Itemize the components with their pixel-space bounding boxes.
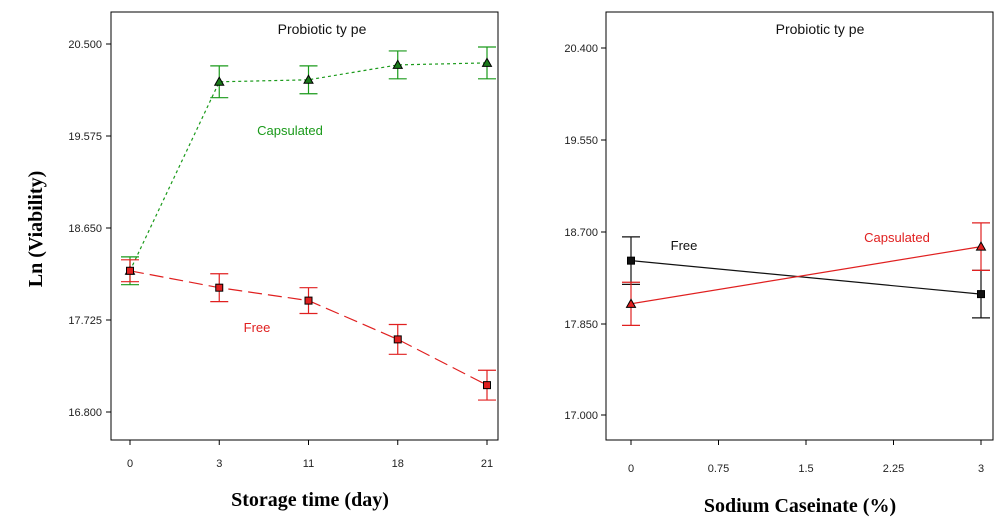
plot-frame: [605, 11, 994, 441]
sodium-caseinate-panel: Probiotic ty pe Sodium Caseinate (%) 20.…: [564, 11, 994, 517]
data-point: [393, 335, 402, 344]
data-point: [392, 59, 404, 69]
y-axis-label: Ln (Viability): [25, 171, 47, 288]
series-layer: Free Capsulated: [622, 222, 990, 327]
series-line: [129, 62, 488, 272]
panel-title: Probiotic ty pe: [278, 21, 367, 37]
x-tick-label: 18: [392, 458, 404, 470]
data-point: [625, 298, 637, 308]
data-point: [483, 381, 491, 390]
y-tick-label: 17.850: [564, 319, 598, 331]
series-layer: Capsulated Free: [121, 46, 496, 401]
x-tick-label: 2.25: [883, 463, 904, 475]
data-point: [213, 76, 225, 86]
x-tick-label: 0.75: [708, 463, 729, 475]
y-tick-label: 17.000: [564, 410, 598, 422]
series-label: Free: [671, 238, 698, 253]
data-point: [215, 283, 224, 292]
x-ticks: 0 3 11 18 21: [127, 440, 493, 470]
panel-title: Probiotic ty pe: [776, 21, 865, 37]
x-tick-label: 1.5: [798, 463, 813, 475]
y-tick-label: 16.800: [68, 407, 102, 419]
x-axis-label: Sodium Caseinate (%): [704, 495, 896, 517]
y-tick-label: 18.650: [68, 223, 102, 235]
y-tick-label: 19.575: [68, 131, 102, 143]
x-axis-label: Storage time (day): [231, 489, 389, 511]
data-point: [126, 266, 134, 275]
x-tick-label: 21: [481, 458, 493, 470]
y-ticks: 20.500 19.575 18.650 17.725 16.800: [68, 39, 111, 419]
series-label: Capsulated: [864, 230, 930, 245]
series-label: Free: [244, 320, 271, 335]
plot-frame: [110, 11, 499, 441]
x-tick-label: 0: [127, 458, 133, 470]
x-tick-label: 3: [978, 463, 984, 475]
series-line: [630, 246, 982, 305]
x-ticks: 0 0.75 1.5 2.25 3: [628, 440, 984, 475]
y-tick-label: 18.700: [564, 227, 598, 239]
x-tick-label: 0: [628, 463, 634, 475]
data-point: [303, 74, 314, 84]
data-point: [977, 290, 985, 299]
y-tick-label: 20.500: [68, 39, 102, 51]
y-tick-label: 19.550: [564, 135, 598, 147]
data-point: [975, 241, 987, 251]
y-tick-label: 17.725: [68, 315, 102, 327]
storage-time-panel: Probiotic ty pe Storage time (day) 20.50…: [68, 11, 499, 511]
x-tick-label: 3: [216, 458, 222, 470]
data-point: [304, 296, 313, 305]
data-point: [481, 57, 493, 67]
x-tick-label: 11: [303, 458, 314, 470]
data-point: [627, 256, 635, 265]
y-tick-label: 20.400: [564, 43, 598, 55]
y-ticks: 20.400 19.550 18.700 17.850 17.000: [564, 43, 606, 422]
series-label: Capsulated: [257, 123, 323, 138]
series-line: [630, 260, 982, 295]
